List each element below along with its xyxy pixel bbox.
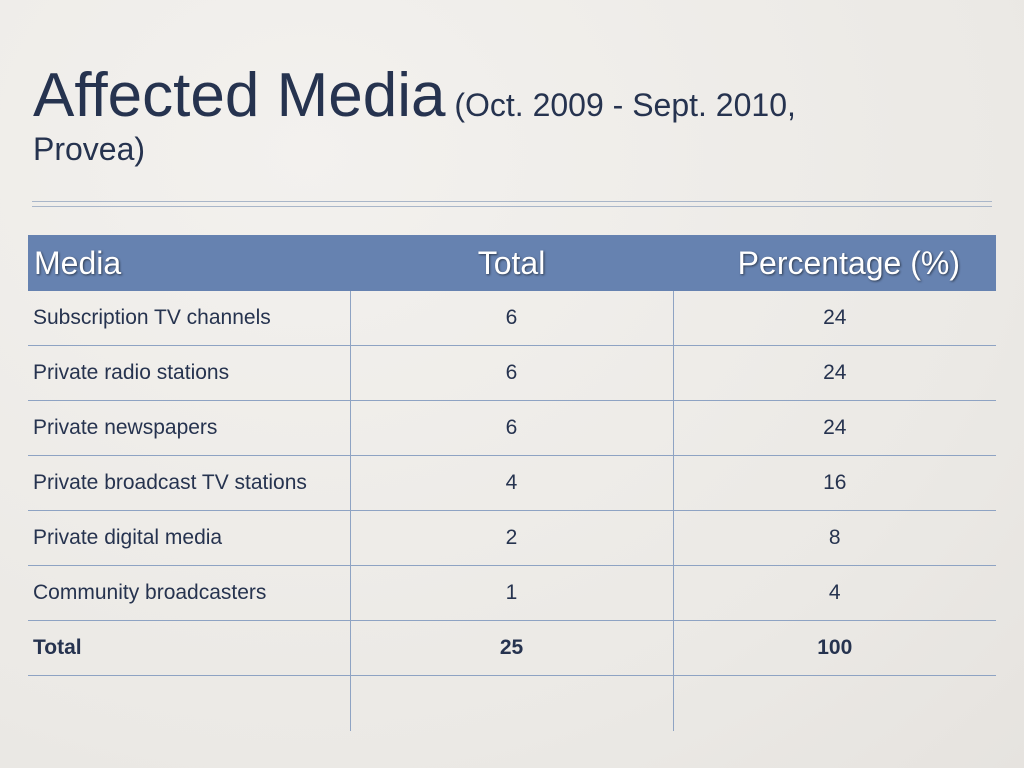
cell-total-label: Total [28,620,350,676]
cell-percentage: 8 [672,510,996,566]
cell-percentage: 24 [672,291,996,346]
title-subtitle-line1: (Oct. 2009 - Sept. 2010, [445,87,796,123]
table-row: Private broadcast TV stations 4 16 [28,455,996,511]
cell-media: Private digital media [28,510,350,566]
slide-title: Affected Media (Oct. 2009 - Sept. 2010, … [33,60,973,168]
table-row: Private newspapers 6 24 [28,400,996,456]
cell-percentage: 24 [672,345,996,401]
header-total: Total [350,235,673,291]
cell-total: 6 [349,345,673,401]
cell-total: 1 [349,565,673,621]
cell-media: Community broadcasters [28,565,350,621]
cell-media: Private broadcast TV stations [28,455,350,511]
table-row: Subscription TV channels 6 24 [28,291,996,346]
title-divider-bottom [32,206,992,207]
cell-empty [349,675,673,731]
cell-total: 6 [349,291,673,346]
cell-total: 4 [349,455,673,511]
cell-media: Private radio stations [28,345,350,401]
table-row: Community broadcasters 1 4 [28,565,996,621]
title-subtitle-line2: Provea) [33,131,146,168]
cell-empty [672,675,996,731]
cell-media: Private newspapers [28,400,350,456]
cell-percentage: 16 [672,455,996,511]
header-media: Media [28,235,350,291]
cell-total-percentage: 100 [672,620,996,676]
cell-total: 6 [349,400,673,456]
cell-total-sum: 25 [349,620,673,676]
cell-percentage: 4 [672,565,996,621]
table-header-row: Media Total Percentage (%) [28,235,996,291]
table-row: Private radio stations 6 24 [28,345,996,401]
table-empty-row [28,675,996,732]
affected-media-table: Media Total Percentage (%) Subscription … [28,235,996,731]
cell-percentage: 24 [672,400,996,456]
cell-empty [28,676,350,732]
cell-total: 2 [349,510,673,566]
table-total-row: Total 25 100 [28,620,996,676]
title-main: Affected Media [33,61,446,130]
cell-media: Subscription TV channels [28,291,350,346]
header-percentage: Percentage (%) [673,235,996,291]
title-divider-top [32,201,992,202]
table-row: Private digital media 2 8 [28,510,996,566]
